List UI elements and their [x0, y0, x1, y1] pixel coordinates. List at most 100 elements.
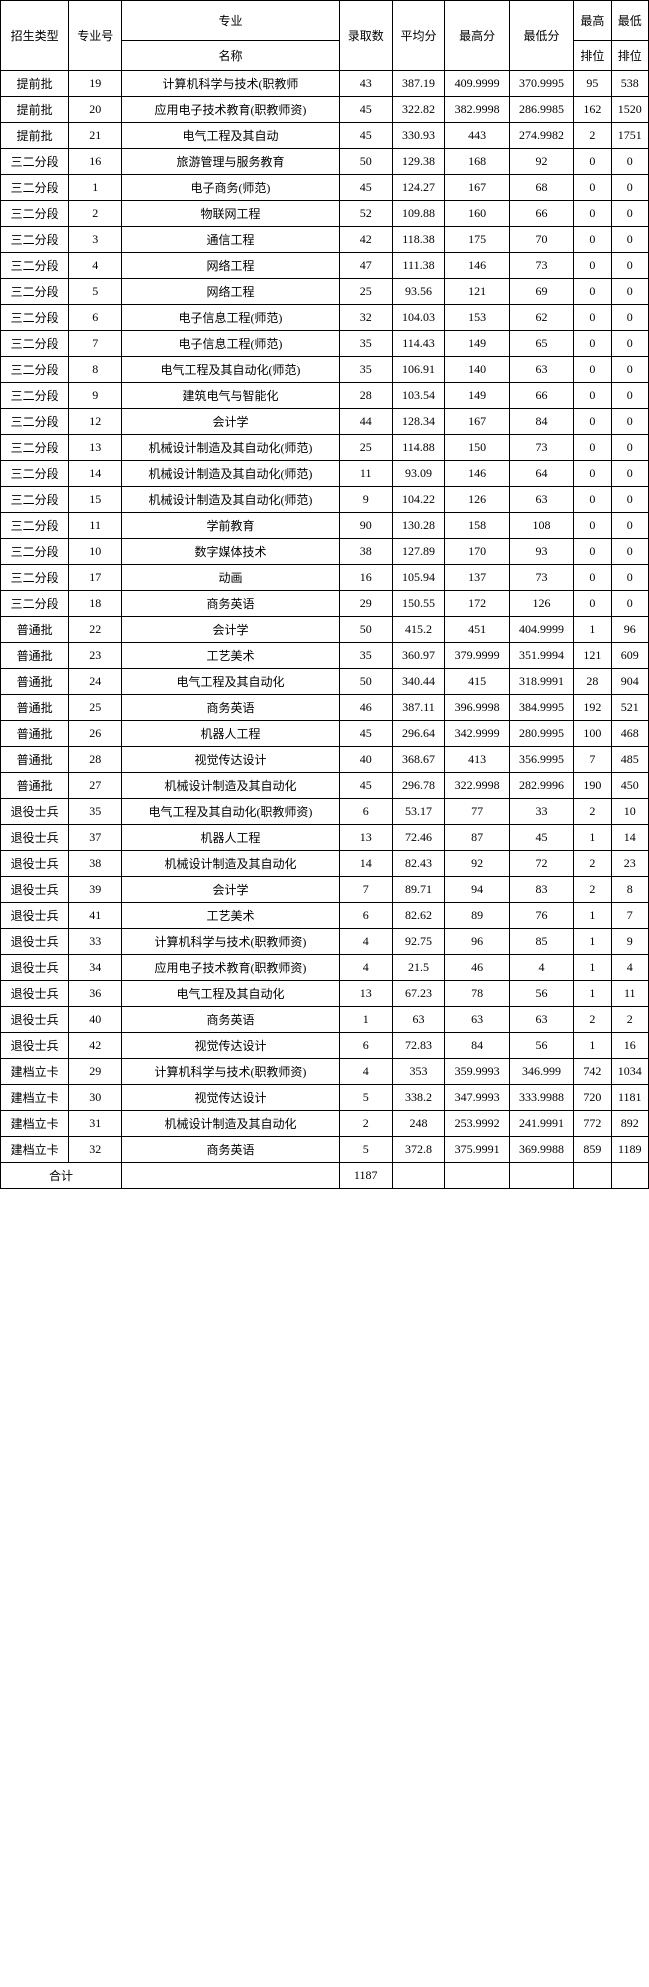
cell-c9: 0 — [611, 487, 648, 513]
cell-c8: 0 — [574, 591, 611, 617]
cell-c1: 三二分段 — [1, 565, 69, 591]
cell-c6: 382.9998 — [445, 97, 509, 123]
cell-c2: 11 — [69, 513, 122, 539]
cell-c9: 0 — [611, 383, 648, 409]
header-major-sub: 名称 — [122, 41, 340, 71]
cell-c2: 12 — [69, 409, 122, 435]
cell-c6: 149 — [445, 331, 509, 357]
cell-c3: 电子信息工程(师范) — [122, 305, 340, 331]
cell-c2: 3 — [69, 227, 122, 253]
table-row: 三二分段11学前教育90130.2815810800 — [1, 513, 649, 539]
cell-c6: 63 — [445, 1007, 509, 1033]
cell-c1: 三二分段 — [1, 487, 69, 513]
table-row: 三二分段17动画16105.941377300 — [1, 565, 649, 591]
cell-c3: 电气工程及其自动化 — [122, 981, 340, 1007]
cell-c8: 0 — [574, 331, 611, 357]
cell-c3: 会计学 — [122, 877, 340, 903]
cell-c4: 43 — [339, 71, 392, 97]
cell-c7: 370.9995 — [509, 71, 573, 97]
cell-c6: 78 — [445, 981, 509, 1007]
cell-c2: 14 — [69, 461, 122, 487]
cell-c3: 学前教育 — [122, 513, 340, 539]
cell-c9: 0 — [611, 305, 648, 331]
cell-c7: 76 — [509, 903, 573, 929]
cell-c1: 建档立卡 — [1, 1059, 69, 1085]
cell-c1: 三二分段 — [1, 149, 69, 175]
cell-c2: 37 — [69, 825, 122, 851]
cell-c8: 0 — [574, 409, 611, 435]
cell-c7: 69 — [509, 279, 573, 305]
cell-c6: 375.9991 — [445, 1137, 509, 1163]
cell-c2: 6 — [69, 305, 122, 331]
cell-c3: 机械设计制造及其自动化(师范) — [122, 435, 340, 461]
cell-c8: 95 — [574, 71, 611, 97]
cell-c6: 396.9998 — [445, 695, 509, 721]
cell-c9: 609 — [611, 643, 648, 669]
admission-data-table: 招生类型 专业号 专业 录取数 平均分 最高分 最低分 最高 最低 名称 排位 … — [0, 0, 649, 1189]
cell-c6: 126 — [445, 487, 509, 513]
cell-c4: 50 — [339, 149, 392, 175]
cell-c4: 28 — [339, 383, 392, 409]
table-row: 普通批26机器人工程45296.64342.9999280.9995100468 — [1, 721, 649, 747]
cell-c1: 建档立卡 — [1, 1137, 69, 1163]
cell-c4: 46 — [339, 695, 392, 721]
cell-c7: 66 — [509, 201, 573, 227]
cell-c3: 网络工程 — [122, 253, 340, 279]
cell-c4: 45 — [339, 123, 392, 149]
cell-c3: 物联网工程 — [122, 201, 340, 227]
cell-c8: 0 — [574, 305, 611, 331]
cell-c6: 172 — [445, 591, 509, 617]
table-row: 建档立卡30视觉传达设计5338.2347.9993333.9988720118… — [1, 1085, 649, 1111]
footer-blank2 — [392, 1163, 445, 1189]
cell-c7: 85 — [509, 929, 573, 955]
cell-c7: 369.9988 — [509, 1137, 573, 1163]
cell-c5: 53.17 — [392, 799, 445, 825]
cell-c2: 2 — [69, 201, 122, 227]
cell-c7: 93 — [509, 539, 573, 565]
cell-c6: 322.9998 — [445, 773, 509, 799]
cell-c3: 会计学 — [122, 409, 340, 435]
cell-c9: 468 — [611, 721, 648, 747]
cell-c7: 73 — [509, 253, 573, 279]
cell-c1: 三二分段 — [1, 253, 69, 279]
cell-c3: 商务英语 — [122, 591, 340, 617]
cell-c2: 30 — [69, 1085, 122, 1111]
cell-c7: 404.9999 — [509, 617, 573, 643]
cell-c1: 退役士兵 — [1, 955, 69, 981]
cell-c6: 160 — [445, 201, 509, 227]
cell-c2: 22 — [69, 617, 122, 643]
cell-c4: 4 — [339, 929, 392, 955]
cell-c6: 167 — [445, 409, 509, 435]
cell-c5: 150.55 — [392, 591, 445, 617]
cell-c6: 342.9999 — [445, 721, 509, 747]
cell-c1: 普通批 — [1, 695, 69, 721]
cell-c8: 859 — [574, 1137, 611, 1163]
cell-c2: 20 — [69, 97, 122, 123]
cell-c4: 52 — [339, 201, 392, 227]
cell-c2: 28 — [69, 747, 122, 773]
cell-c8: 0 — [574, 383, 611, 409]
cell-c2: 41 — [69, 903, 122, 929]
cell-c2: 10 — [69, 539, 122, 565]
table-row: 三二分段8电气工程及其自动化(师范)35106.911406300 — [1, 357, 649, 383]
table-row: 三二分段14机械设计制造及其自动化(师范)1193.091466400 — [1, 461, 649, 487]
cell-c9: 14 — [611, 825, 648, 851]
cell-c8: 2 — [574, 851, 611, 877]
footer-total: 1187 — [339, 1163, 392, 1189]
cell-c5: 72.46 — [392, 825, 445, 851]
cell-c6: 451 — [445, 617, 509, 643]
cell-c4: 4 — [339, 1059, 392, 1085]
cell-c1: 退役士兵 — [1, 903, 69, 929]
cell-c5: 129.38 — [392, 149, 445, 175]
cell-c4: 6 — [339, 903, 392, 929]
cell-c5: 104.22 — [392, 487, 445, 513]
cell-c5: 353 — [392, 1059, 445, 1085]
cell-c3: 机器人工程 — [122, 825, 340, 851]
table-row: 退役士兵37机器人工程1372.468745114 — [1, 825, 649, 851]
cell-c1: 三二分段 — [1, 357, 69, 383]
cell-c9: 2 — [611, 1007, 648, 1033]
cell-c3: 计算机科学与技术(职教师资) — [122, 1059, 340, 1085]
cell-c4: 13 — [339, 825, 392, 851]
cell-c8: 2 — [574, 799, 611, 825]
cell-c2: 7 — [69, 331, 122, 357]
